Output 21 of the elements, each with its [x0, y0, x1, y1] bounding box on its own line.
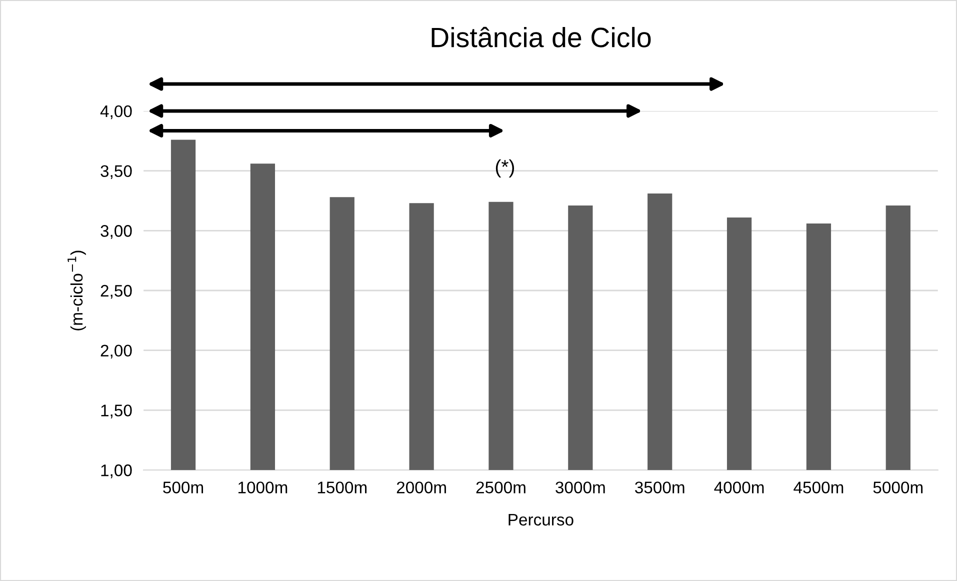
y-tick-label: 3,00	[100, 225, 132, 239]
y-tick-label: 3,50	[100, 165, 132, 179]
y-tick-label: 1,50	[101, 404, 132, 418]
x-tick-label: 1500m	[318, 482, 367, 494]
x-tick-label: 2000m	[396, 482, 446, 494]
y-tick-label: 2,00	[100, 344, 132, 359]
x-tick-label: 500m	[163, 482, 204, 494]
x-tick-label: 1000m	[238, 482, 288, 494]
y-axis-title: (m-ciclo$^{−1}$)	[68, 250, 86, 330]
y-tick-label: 2,50	[100, 284, 132, 299]
x-tick-label: 3000m	[556, 482, 605, 494]
x-tick-label: 4000m	[714, 482, 764, 494]
x-tick-label: 3500m	[635, 482, 684, 494]
y-tick-label: 4,00	[100, 105, 132, 120]
chart-title: Distância de Ciclo	[432, 26, 651, 48]
x-tick-label: 2500m	[476, 482, 526, 494]
y-tick-label: 1,00	[101, 464, 132, 478]
x-axis-title: Percurso	[508, 514, 574, 526]
x-tick-label: 4500m	[794, 482, 844, 494]
x-tick-label: 5000m	[873, 482, 923, 494]
annotation: (*)	[496, 159, 514, 178]
